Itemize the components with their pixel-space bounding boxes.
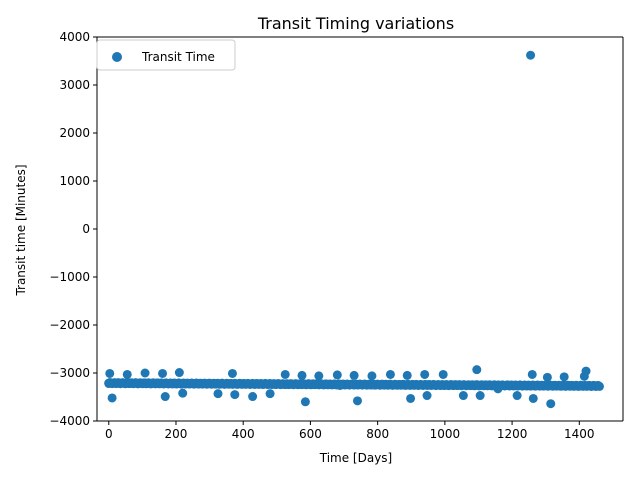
y-tick-label: 1000 — [59, 174, 90, 188]
data-point — [280, 369, 290, 379]
data-point — [265, 389, 275, 399]
x-tick-label: 1200 — [497, 427, 528, 441]
y-axis-label: Transit time [Minutes] — [14, 164, 28, 296]
x-axis-label: Time [Days] — [319, 451, 393, 465]
data-point — [528, 393, 538, 403]
data-point — [352, 396, 362, 406]
y-tick-label: −4000 — [49, 414, 90, 428]
axes: 0 200 400 600 800 1000 1200 1400 −4000 −3000 −2000… — [49, 30, 624, 441]
x-tick-label: 400 — [232, 427, 255, 441]
data-point — [527, 369, 537, 379]
data-point — [107, 393, 117, 403]
data-point — [475, 391, 485, 401]
data-point — [230, 390, 240, 400]
legend-marker — [112, 52, 122, 62]
x-tick-label: 0 — [105, 427, 113, 441]
data-point — [385, 369, 395, 379]
data-point — [160, 392, 170, 402]
data-point — [581, 366, 591, 376]
data-point — [335, 380, 345, 390]
y-tick-label: −2000 — [49, 318, 90, 332]
data-point — [349, 370, 359, 380]
data-point — [526, 50, 536, 60]
y-tick-label: 4000 — [59, 30, 90, 44]
y-tick-label: 0 — [82, 222, 90, 236]
data-point — [420, 369, 430, 379]
y-tick-label: 3000 — [59, 78, 90, 92]
data-point — [213, 389, 223, 399]
data-point — [300, 397, 310, 407]
data-point — [546, 399, 556, 409]
data-point — [122, 369, 132, 379]
legend-label: Transit Time — [141, 50, 215, 64]
y-tick-label: −1000 — [49, 270, 90, 284]
data-point — [406, 393, 416, 403]
x-tick-label: 1400 — [564, 427, 595, 441]
data-point — [542, 372, 552, 382]
data-point — [104, 379, 114, 389]
data-point — [458, 391, 468, 401]
data-point — [367, 371, 377, 381]
data-point — [174, 368, 184, 378]
data-point — [422, 391, 432, 401]
data-point — [493, 384, 503, 394]
data-point — [297, 370, 307, 380]
data-point — [178, 388, 188, 398]
x-tick-label: 1000 — [430, 427, 461, 441]
y-tick-label: −3000 — [49, 366, 90, 380]
legend: Transit Time — [96, 39, 236, 71]
x-tick-label: 800 — [366, 427, 389, 441]
x-tick-label: 600 — [299, 427, 322, 441]
data-point — [105, 368, 115, 378]
data-point — [472, 365, 482, 375]
legend-frame — [96, 39, 236, 71]
data-point — [559, 372, 569, 382]
data-point — [158, 368, 168, 378]
data-point — [332, 370, 342, 380]
data-point — [314, 371, 324, 381]
data-point — [248, 392, 258, 402]
data-point — [438, 369, 448, 379]
data-point — [227, 368, 237, 378]
y-tick-label: 2000 — [59, 126, 90, 140]
x-tick-label: 200 — [165, 427, 188, 441]
data-point — [594, 381, 604, 391]
scatter-points — [104, 50, 604, 409]
data-point — [512, 391, 522, 401]
data-point — [402, 370, 412, 380]
chart-title: Transit Timing variations — [257, 14, 454, 33]
data-point — [140, 368, 150, 378]
